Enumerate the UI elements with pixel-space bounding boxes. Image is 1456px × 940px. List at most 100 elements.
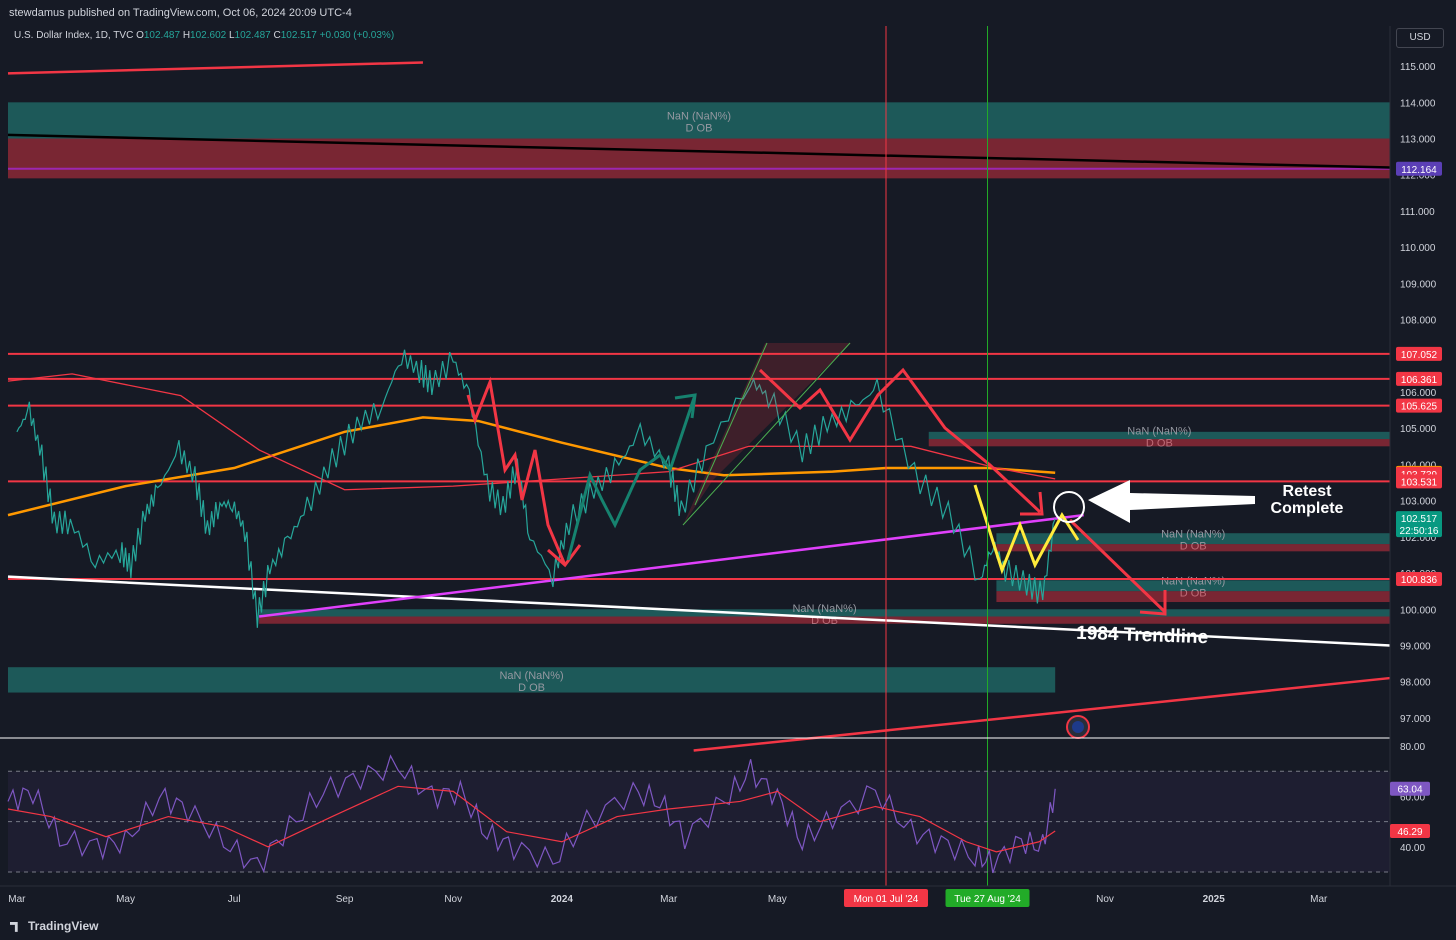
zone-sublabel: D OB (1146, 437, 1173, 449)
retest-circle (1053, 491, 1085, 523)
publisher-text: stewdamus published on TradingView.com, … (9, 7, 352, 19)
zigzag-yellow (973, 484, 1080, 575)
order-block-zone (996, 591, 1390, 603)
rsi-value-badge (1390, 823, 1430, 838)
currency-button[interactable]: USD (1396, 28, 1444, 48)
zone-sublabel: D OB (518, 682, 545, 694)
zone-sublabel: D OB (1180, 588, 1207, 600)
rsi-signal-line (7, 785, 1056, 853)
annotation-retest: Retest (1283, 483, 1333, 500)
drawings (466, 342, 1255, 739)
time-tick-label: Mar (1310, 894, 1328, 905)
high-value: 102.602 (190, 30, 227, 41)
price-tick-label: 102.000 (1400, 533, 1437, 544)
wedge-fill (683, 343, 851, 525)
trendline (7, 133, 1391, 169)
zigzag-arrow-down-2 (758, 367, 1042, 514)
price-label-badge (1396, 571, 1442, 586)
order-block-zone (8, 667, 1056, 693)
order-block-zone (996, 533, 1390, 545)
horizontal-levels (8, 167, 1390, 580)
rsi-line (7, 754, 1056, 874)
price-tick-label: 98.000 (1400, 678, 1431, 689)
price-tick-label: 103.000 (1400, 497, 1437, 508)
price-series (16, 349, 1056, 628)
price-label-badge (1396, 346, 1442, 361)
date-marker-label: Tue 27 Aug '24 (954, 894, 1021, 905)
zone-label: NaN (NaN%) (667, 110, 731, 122)
zigzag-arrow-head-teal (674, 393, 697, 419)
trendline-1984 (7, 575, 1391, 647)
rsi-value-text: 63.04 (1397, 785, 1422, 796)
price-label-text: 103.531 (1401, 477, 1438, 488)
order-block-zone (928, 431, 1390, 440)
date-marker-label: Mon 01 Jul '24 (854, 894, 919, 905)
moving-averages (7, 373, 1056, 517)
trendline (7, 61, 423, 75)
rsi-value-badge (1390, 781, 1430, 796)
retest-arrow (1088, 480, 1255, 523)
time-tick-label: Mar (8, 894, 26, 905)
date-marker-lines (885, 26, 989, 886)
brand-label: TradingView (28, 919, 99, 933)
zigzag-arrow-head-1 (547, 544, 582, 568)
time-tick-label: Nov (1096, 894, 1114, 905)
date-marker-badge (843, 889, 928, 907)
zigzag-arrow-down-1 (466, 376, 567, 566)
close-label: C (273, 30, 281, 41)
open-value: 102.487 (143, 30, 181, 41)
order-block-zone (259, 609, 1390, 617)
price-tick-label: 108.000 (1400, 316, 1437, 327)
time-tick-label: 2024 (551, 894, 574, 905)
price-label-badge (1396, 474, 1442, 489)
price-label-badge (1396, 398, 1442, 413)
price-tick-label: 110.000 (1400, 243, 1436, 254)
wedge-line-upper (694, 342, 768, 506)
annotation-1984-trendline: 1984 Trendline (1076, 623, 1209, 649)
time-tick-label: Jul (228, 894, 241, 905)
tradingview-logo[interactable]: TradingView (10, 919, 98, 933)
order-block-zone (8, 138, 1390, 179)
price-tick-label: 97.000 (1400, 714, 1431, 725)
zigzag-arrow-up-teal (566, 394, 697, 561)
price-tick-label: 113.000 (1400, 135, 1436, 146)
price-tick-label: 99.000 (1400, 641, 1431, 652)
price-label-badge (1396, 161, 1442, 176)
order-block-zone (996, 580, 1390, 592)
tradingview-logo-icon (10, 921, 18, 932)
symbol-legend[interactable]: U.S. Dollar Index, 1D, TVC O102.487 H102… (14, 30, 394, 41)
time-tick-label: May (768, 894, 787, 905)
footer-bar (0, 914, 1456, 940)
time-tick-label: 2025 (1203, 894, 1226, 905)
projection-arrow-head (1139, 590, 1167, 616)
rsi-tick-label: 80.00 (1400, 742, 1425, 753)
price-tick-label: 112.000 (1400, 171, 1436, 182)
price-label-badge (1396, 511, 1442, 538)
time-tick-label: Mar (660, 894, 678, 905)
zone-label: NaN (NaN%) (499, 670, 563, 682)
price-label-text: 100.836 (1401, 575, 1438, 586)
price-label-text: 105.625 (1401, 402, 1438, 413)
time-tick-label: Nov (444, 894, 462, 905)
wedge-line-lower (682, 342, 851, 526)
axes: 115.000 114.000 113.000 112.000 111.000 110.0… (0, 26, 1456, 914)
price-tick-label: 106.000 (1400, 388, 1437, 399)
rsi-tick-label: 60.00 (1400, 792, 1425, 803)
countdown-text: 22:50:16 (1400, 526, 1439, 537)
projection-arrow (1068, 518, 1167, 614)
header-bar: stewdamus published on TradingView.com, … (0, 0, 1456, 26)
low-label: L (228, 30, 235, 41)
price-tick-label: 100.000 (1400, 605, 1437, 616)
date-marker-badge (945, 889, 1030, 907)
price-label-text: 107.052 (1401, 350, 1438, 361)
rsi-tick-label: 40.00 (1400, 843, 1425, 854)
zone-label: NaN (NaN%) (1127, 425, 1191, 437)
price-tick-label: 105.000 (1400, 424, 1437, 435)
price-label-badge (1396, 371, 1442, 386)
price-tick-label: 114.000 (1400, 98, 1436, 109)
order-block-zone (8, 102, 1390, 139)
zone-sublabel: D OB (686, 122, 713, 134)
rsi-pane (0, 737, 1390, 874)
